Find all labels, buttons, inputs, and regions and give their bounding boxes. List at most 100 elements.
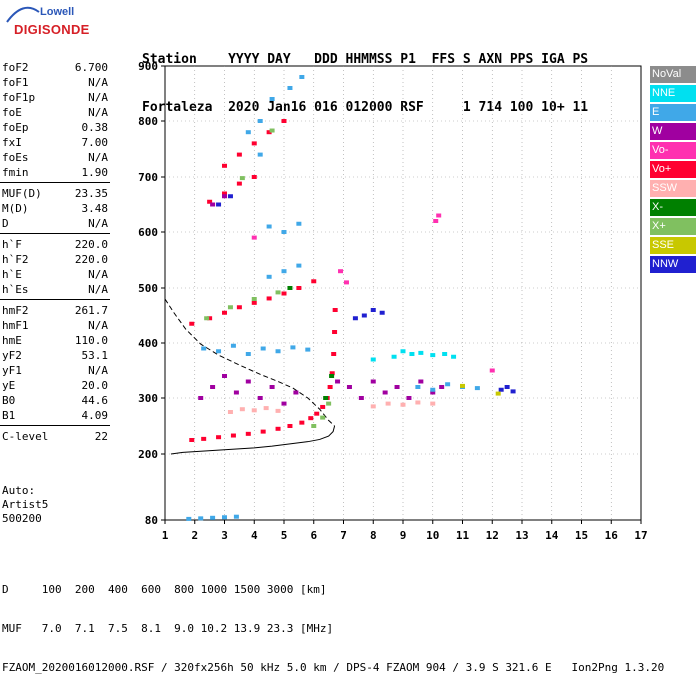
param-row: B0 44.6 (0, 393, 112, 408)
param-name: h`Es (2, 283, 29, 296)
legend-entry: NNE (650, 85, 696, 102)
muf-dashed-curve (164, 298, 335, 427)
data-point (233, 514, 239, 519)
x-tick-label: 9 (400, 529, 407, 542)
param-row: hmF2 261.7 (0, 303, 112, 318)
x-tick-label: 5 (281, 529, 288, 542)
y-tick-label: 700 (138, 171, 158, 184)
data-point (474, 386, 480, 391)
param-row: foEs N/A (0, 150, 112, 165)
param-value: N/A (88, 283, 108, 296)
data-point (299, 75, 305, 79)
data-point (498, 387, 504, 392)
legend-entry: SSE (650, 237, 696, 254)
data-point (320, 415, 326, 420)
param-name: B0 (2, 394, 16, 407)
param-row: fxI 7.00 (0, 135, 112, 150)
legend-entry: SSW (650, 180, 696, 197)
data-point (379, 310, 385, 315)
param-row: h`F 220.0 (0, 237, 112, 252)
data-point (305, 347, 311, 352)
param-name: h`F (2, 238, 22, 251)
param-name: yE (2, 379, 16, 392)
param-value: 22 (94, 430, 108, 443)
data-point (266, 224, 272, 229)
data-point (391, 354, 397, 359)
y-tick-label: 200 (138, 448, 158, 461)
param-value: 7.00 (81, 136, 109, 149)
data-point (251, 297, 257, 301)
data-point (510, 389, 516, 394)
data-point (245, 130, 251, 135)
legend-entry: E (650, 104, 696, 121)
y-tick-label: 500 (138, 282, 158, 295)
param-separator (0, 233, 110, 234)
data-point (281, 119, 287, 123)
data-point (227, 194, 233, 199)
data-point (245, 379, 251, 384)
data-point (308, 416, 314, 421)
param-separator (0, 182, 110, 183)
param-name: foF2 (2, 61, 29, 74)
data-point (227, 305, 233, 310)
data-point (263, 406, 269, 411)
data-point (189, 438, 195, 442)
data-point (370, 308, 376, 312)
param-value: 110.0 (74, 334, 108, 347)
data-point (329, 371, 335, 376)
data-point (430, 390, 436, 395)
data-point (266, 296, 272, 301)
param-value: 53.1 (81, 349, 109, 362)
data-point (251, 141, 257, 146)
param-row: fmin 1.90 (0, 165, 112, 180)
param-row: yF1 N/A (0, 363, 112, 378)
data-point (442, 352, 448, 356)
data-point (281, 401, 287, 406)
y-tick-label: 900 (138, 60, 158, 73)
param-value: 4.09 (81, 409, 109, 422)
param-row: yF2 53.1 (0, 348, 112, 363)
param-row: foF1p N/A (0, 90, 112, 105)
data-point (343, 280, 349, 285)
param-row: hmF1 N/A (0, 318, 112, 333)
x-tick-label: 2 (191, 529, 198, 542)
data-point (400, 402, 406, 407)
data-point (257, 396, 263, 400)
y-tick-label: 80 (145, 514, 158, 527)
param-value: N/A (88, 268, 108, 281)
data-point (433, 219, 439, 223)
data-point (251, 175, 257, 179)
param-value: 1.90 (81, 166, 109, 179)
param-value: 220.0 (74, 253, 108, 266)
param-name: foF1p (2, 91, 36, 104)
x-tick-label: 13 (515, 529, 528, 542)
data-point (323, 396, 329, 400)
data-point (299, 420, 305, 425)
data-point (451, 354, 457, 359)
data-point (186, 516, 192, 521)
param-value: 6.700 (74, 61, 108, 74)
param-name: M(D) (2, 202, 29, 215)
data-point (239, 176, 245, 181)
data-point (204, 316, 210, 321)
data-point (275, 408, 281, 413)
footer-d-row: D 100 200 400 600 800 1000 1500 3000 [km… (2, 583, 327, 596)
data-point (236, 305, 242, 310)
autoscaling-info: Auto: Artist5 500200 (2, 484, 48, 526)
y-tick-label: 300 (138, 392, 158, 405)
footer-info: D 100 200 400 600 800 1000 1500 3000 [km… (2, 557, 664, 687)
x-tick-label: 15 (575, 529, 588, 542)
logo-line1: Lowell (40, 6, 75, 18)
data-point (216, 349, 222, 354)
data-point (489, 368, 495, 373)
data-point (415, 385, 421, 389)
data-point (222, 515, 227, 520)
data-point (269, 97, 275, 101)
x-tick-label: 8 (370, 529, 377, 542)
legend-entry: X+ (650, 218, 696, 235)
data-point (266, 130, 272, 135)
param-name: foEs (2, 151, 29, 164)
param-value: 23.35 (74, 187, 108, 200)
data-point (326, 401, 332, 406)
data-point (222, 194, 227, 199)
